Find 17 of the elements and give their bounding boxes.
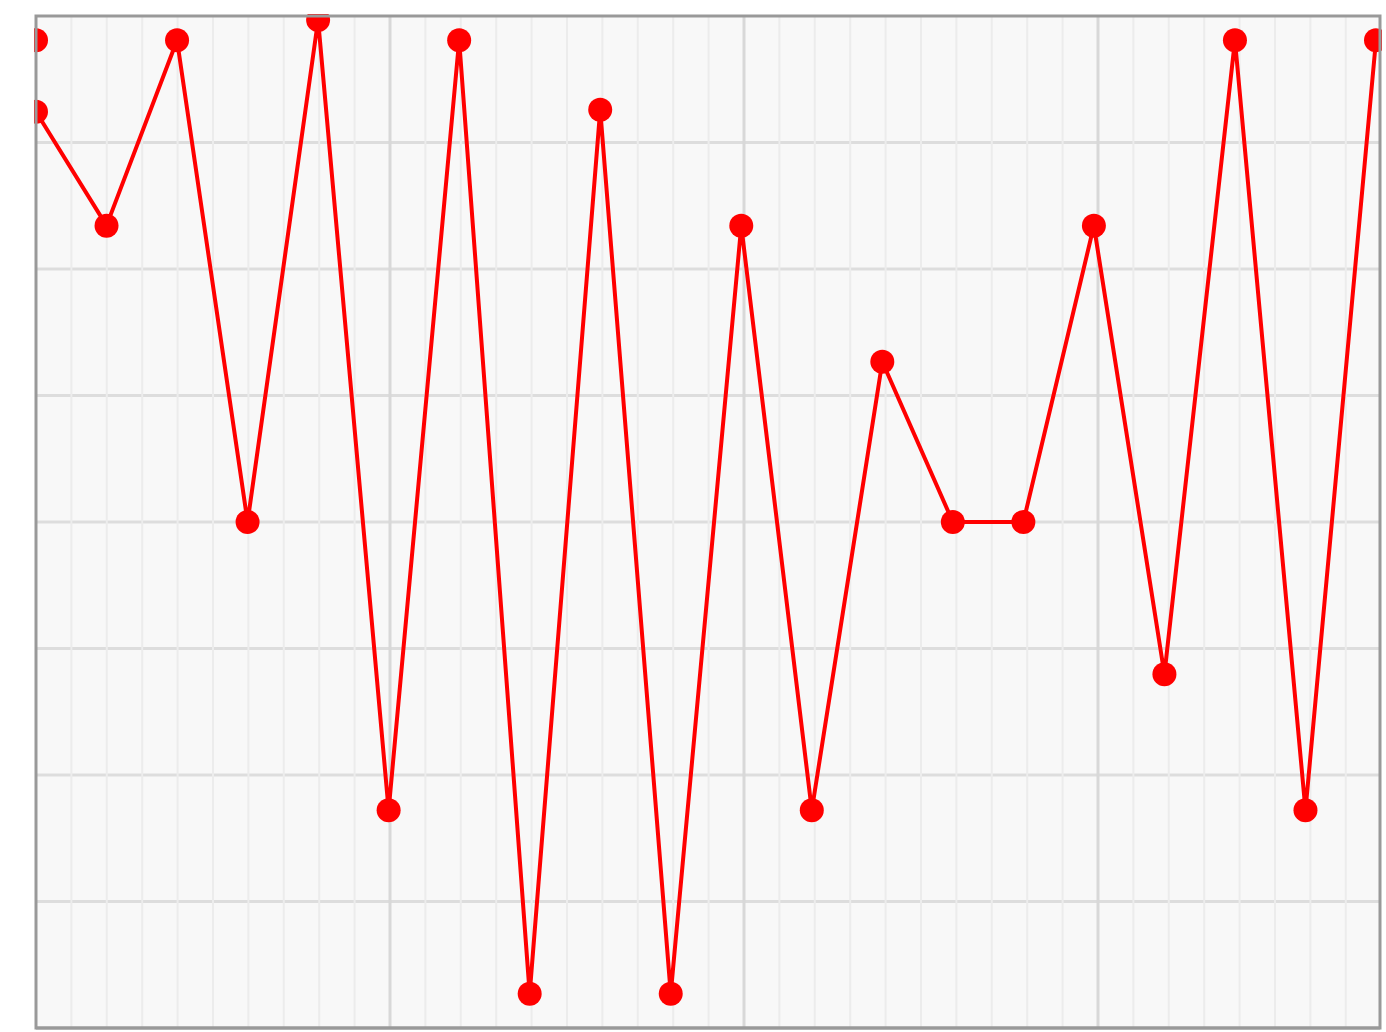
point <box>235 510 260 534</box>
point <box>447 28 472 53</box>
point <box>1081 213 1106 238</box>
point <box>517 981 542 1006</box>
point <box>658 981 683 1006</box>
point <box>1222 28 1247 53</box>
point <box>94 213 119 238</box>
point <box>165 28 190 53</box>
point <box>940 510 965 534</box>
point <box>1011 510 1036 534</box>
point <box>1152 662 1177 687</box>
point <box>799 798 824 823</box>
point <box>729 213 754 238</box>
point <box>376 798 401 823</box>
point <box>588 97 613 122</box>
point <box>1293 798 1318 823</box>
point <box>870 349 895 374</box>
